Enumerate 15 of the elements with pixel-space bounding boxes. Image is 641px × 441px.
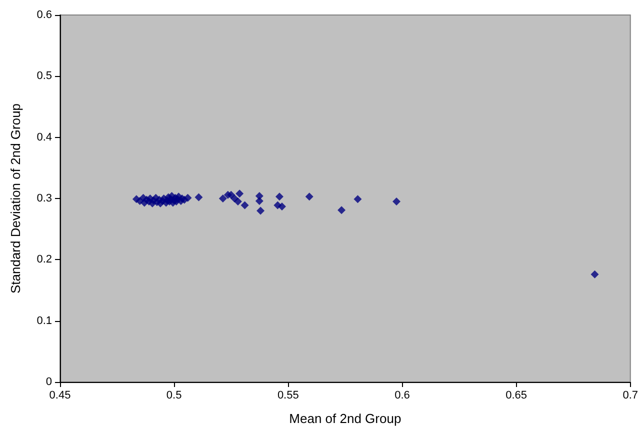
y-tick-label: 0.1 [36,314,52,327]
y-tick-label: 0 [46,376,52,388]
x-tick-label: 0.55 [277,390,299,402]
y-tick-label: 0.5 [36,70,52,82]
x-tick-label: 0.45 [49,390,71,402]
y-tick-label: 0.4 [36,131,52,144]
y-tick-label: 0.2 [36,254,52,266]
x-tick-label: 0.7 [622,390,638,402]
y-tick-label: 0.3 [36,192,52,204]
x-tick-label: 0.5 [166,390,182,402]
x-tick-label: 0.65 [506,390,527,402]
y-axis-title: Standard Deviation of 2nd Group [8,103,23,294]
x-axis-title: Mean of 2nd Group [289,411,402,426]
y-tick-label: 0.6 [36,9,52,21]
x-tick-label: 0.6 [394,390,410,402]
